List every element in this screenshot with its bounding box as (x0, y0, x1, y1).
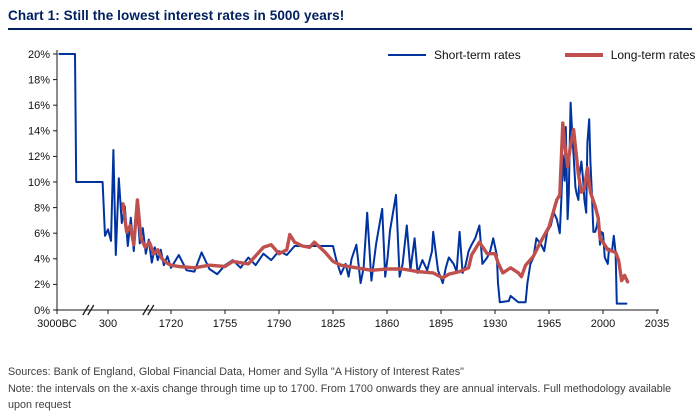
svg-text:1720: 1720 (159, 318, 183, 330)
svg-text:1930: 1930 (483, 318, 507, 330)
svg-text:20%: 20% (28, 49, 50, 61)
title-row: Chart 1: Still the lowest interest rates… (8, 0, 692, 30)
long-term-line-swatch (564, 53, 603, 57)
svg-text:1755: 1755 (213, 318, 237, 330)
svg-text:14%: 14% (28, 126, 50, 138)
chart-canvas: 0% 2% 4% 6% 8% 10% 12% 14% 16% 18% 20% 3000BC 300 172… (28, 49, 669, 330)
sources-line: Sources: Bank of England, Global Financi… (8, 366, 464, 378)
svg-text:1860: 1860 (375, 318, 399, 330)
svg-text:2000: 2000 (591, 318, 615, 330)
svg-text:1825: 1825 (321, 318, 345, 330)
legend-item-long-term: Long-term rates (564, 48, 696, 62)
svg-text:10%: 10% (28, 177, 50, 189)
note-line-1: Note: the intervals on the x-axis change… (8, 382, 672, 395)
svg-text:8%: 8% (34, 202, 50, 214)
legend: Short-term rates Long-term rates (388, 48, 695, 62)
svg-text:1790: 1790 (267, 318, 291, 330)
svg-text:1895: 1895 (429, 318, 453, 330)
svg-text:4%: 4% (34, 254, 50, 266)
short-term-line-swatch (388, 54, 426, 56)
svg-text:300: 300 (99, 318, 117, 330)
svg-text:6%: 6% (34, 228, 50, 240)
svg-text:12%: 12% (28, 151, 50, 163)
svg-text:16%: 16% (28, 100, 50, 112)
legend-label-short-term: Short-term rates (434, 48, 521, 62)
chart-area: 0% 2% 4% 6% 8% 10% 12% 14% 16% 18% 20% 3000BC 300 172… (0, 30, 700, 362)
svg-text:0%: 0% (34, 305, 50, 317)
footnotes: Sources: Bank of England, Global Financi… (0, 362, 700, 414)
note-line-2: upon request (8, 399, 72, 412)
svg-text:18%: 18% (28, 74, 50, 86)
legend-label-long-term: Long-term rates (610, 48, 696, 62)
svg-text:2%: 2% (34, 279, 50, 291)
svg-text:3000BC: 3000BC (37, 318, 77, 330)
svg-text:2035: 2035 (645, 318, 669, 330)
legend-item-short-term: Short-term rates (388, 48, 521, 62)
chart-title: Chart 1: Still the lowest interest rates… (8, 8, 345, 23)
svg-text:1965: 1965 (537, 318, 561, 330)
